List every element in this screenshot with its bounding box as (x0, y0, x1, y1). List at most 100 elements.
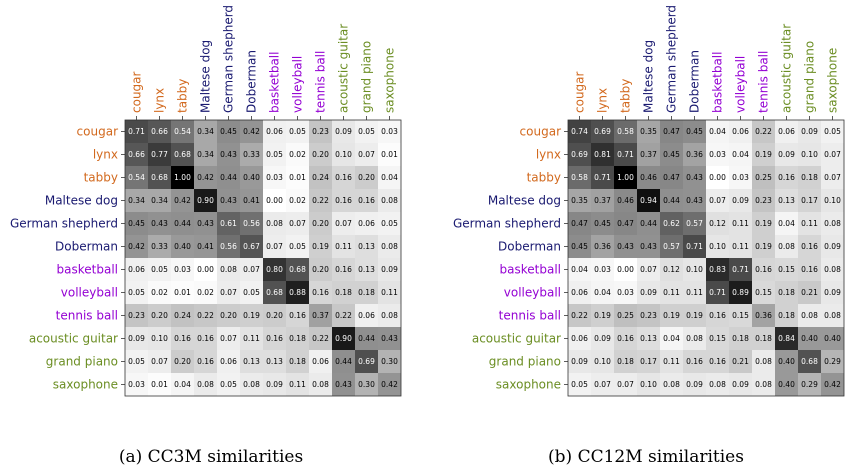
row-label: acoustic guitar (29, 332, 118, 346)
cell-value: 0.16 (312, 288, 329, 297)
heatmap-cell (637, 373, 660, 396)
heatmap-cell (752, 166, 775, 189)
row-label: German shepherd (453, 217, 561, 231)
cell-value: 0.05 (571, 380, 588, 389)
heatmap-cell (148, 143, 171, 166)
cell-value: 0.30 (381, 357, 398, 366)
cell-value: 0.09 (128, 334, 145, 343)
cell-value: 0.18 (289, 334, 306, 343)
column-label: cougar (573, 71, 587, 113)
cell-value: 0.01 (151, 380, 168, 389)
cell-value: 0.16 (617, 334, 634, 343)
cell-value: 0.09 (732, 196, 749, 205)
cell-value: 0.13 (358, 265, 375, 274)
cell-value: 0.08 (824, 219, 841, 228)
heatmap-cell (309, 235, 332, 258)
cell-value: 0.03 (594, 265, 611, 274)
heatmap-cell (309, 281, 332, 304)
heatmap-cell (286, 143, 309, 166)
cell-value: 0.68 (801, 357, 818, 366)
heatmap-cell (614, 281, 637, 304)
cell-value: 0.04 (778, 219, 795, 228)
cell-value: 0.10 (801, 150, 818, 159)
cell-value: 0.45 (220, 127, 237, 136)
heatmap-cell (309, 143, 332, 166)
heatmap-cell (148, 120, 171, 143)
row-label: Maltese dog (45, 194, 118, 208)
heatmap-cell (240, 350, 263, 373)
heatmap-cell (286, 373, 309, 396)
heatmap-cell (729, 120, 752, 143)
heatmap-cell (171, 373, 194, 396)
cell-value: 0.18 (778, 311, 795, 320)
cell-value: 0.16 (335, 196, 352, 205)
cell-value: 0.08 (266, 219, 283, 228)
heatmap-cell (614, 143, 637, 166)
cell-value: 0.02 (197, 288, 214, 297)
heatmap-cell (798, 212, 821, 235)
cell-value: 0.07 (594, 380, 611, 389)
heatmap-cell (798, 304, 821, 327)
cell-value: 0.94 (640, 196, 657, 205)
cell-value: 0.10 (151, 334, 168, 343)
cell-value: 0.13 (778, 196, 795, 205)
heatmap-cell (821, 373, 844, 396)
heatmap-cell (240, 258, 263, 281)
cell-value: 0.07 (824, 150, 841, 159)
heatmap-cell (706, 373, 729, 396)
cell-value: 0.13 (358, 242, 375, 251)
cell-value: 0.45 (128, 219, 145, 228)
column-label: Doberman (245, 50, 259, 113)
heatmap-cell (309, 258, 332, 281)
heatmap-cell (148, 258, 171, 281)
cell-value: 0.06 (220, 357, 237, 366)
heatmap-cell (217, 166, 240, 189)
row-label: volleyball (61, 286, 118, 300)
heatmap-cell (263, 281, 286, 304)
heatmap-cell (332, 281, 355, 304)
heatmap-cell (171, 304, 194, 327)
cell-value: 0.45 (686, 127, 703, 136)
heatmap-cell (821, 281, 844, 304)
cell-value: 0.05 (289, 242, 306, 251)
heatmap-cell (171, 281, 194, 304)
cell-value: 0.00 (266, 196, 283, 205)
heatmap-cell (660, 373, 683, 396)
cell-value: 0.08 (243, 380, 260, 389)
cell-value: 0.10 (335, 150, 352, 159)
cell-value: 0.18 (617, 357, 634, 366)
cell-value: 0.08 (824, 265, 841, 274)
cell-value: 0.23 (640, 311, 657, 320)
heatmap-cell (355, 235, 378, 258)
cell-value: 0.08 (755, 380, 772, 389)
heatmap-cell (286, 212, 309, 235)
heatmap-cell (286, 350, 309, 373)
cell-value: 0.34 (197, 127, 214, 136)
heatmap-cell (637, 212, 660, 235)
cell-value: 0.71 (594, 173, 611, 182)
heatmap-cell (775, 189, 798, 212)
heatmap-cell (286, 327, 309, 350)
heatmap-cell (286, 166, 309, 189)
cell-value: 0.02 (151, 288, 168, 297)
cell-value: 0.07 (358, 150, 375, 159)
heatmap-cell (706, 166, 729, 189)
cell-value: 0.40 (778, 357, 795, 366)
heatmap-cell (568, 120, 591, 143)
cell-value: 0.03 (381, 127, 398, 136)
heatmap-cell (637, 258, 660, 281)
heatmap-cell (171, 350, 194, 373)
cell-value: 0.43 (335, 380, 352, 389)
heatmap-cell (332, 350, 355, 373)
cell-value: 0.40 (243, 173, 260, 182)
heatmap-cell (355, 350, 378, 373)
heatmap-cell (217, 258, 240, 281)
cell-value: 0.15 (778, 265, 795, 274)
caption-cc3m: (a) CC3M similarities (119, 447, 303, 467)
cell-value: 0.22 (335, 311, 352, 320)
cell-value: 0.05 (266, 150, 283, 159)
cell-value: 0.42 (128, 242, 145, 251)
cell-value: 0.37 (640, 150, 657, 159)
cell-value: 0.69 (571, 150, 588, 159)
heatmap-cell (775, 212, 798, 235)
